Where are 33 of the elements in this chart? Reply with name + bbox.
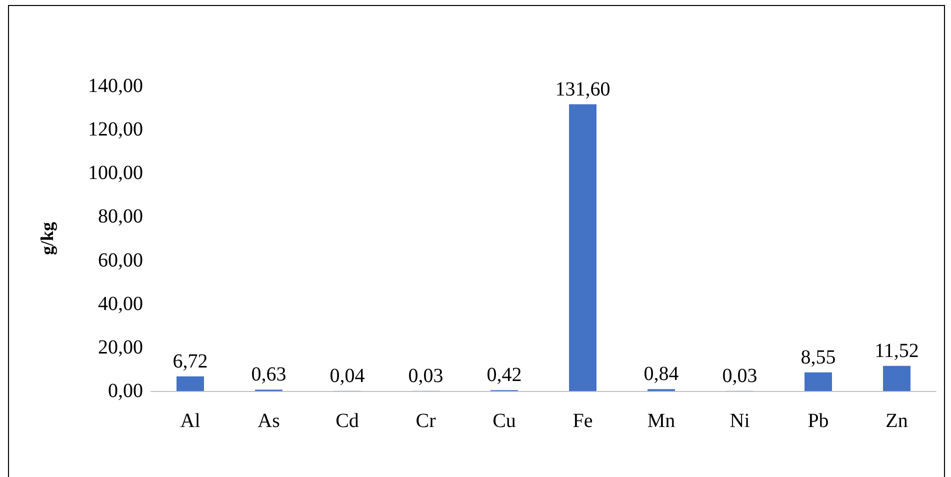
y-axis-title: g/kg — [37, 222, 57, 256]
bar — [804, 372, 832, 391]
y-tick-label: 40,00 — [98, 292, 143, 315]
data-label: 131,60 — [555, 78, 610, 100]
x-tick-label: Cd — [336, 410, 359, 432]
data-label: 11,52 — [874, 340, 919, 362]
bar — [569, 104, 596, 391]
y-tick-label: 20,00 — [98, 336, 143, 358]
x-tick-label: Mn — [647, 410, 676, 432]
y-tick-label: 60,00 — [98, 249, 143, 272]
y-tick-label: 0,00 — [108, 380, 143, 402]
y-tick-label: 80,00 — [98, 206, 143, 228]
x-tick-label: As — [258, 410, 280, 432]
y-tick-label: 120,00 — [88, 118, 143, 141]
bar — [883, 366, 910, 391]
x-tick-label: Cr — [416, 410, 436, 432]
x-tick-label: Pb — [808, 410, 829, 432]
data-label: 0,04 — [330, 364, 365, 387]
x-tick-label: Zn — [886, 410, 908, 432]
data-label: 8,55 — [800, 346, 836, 368]
y-tick-label: 100,00 — [88, 162, 143, 184]
x-tick-label: Fe — [572, 410, 593, 432]
x-tick-label: Ni — [730, 410, 750, 432]
bar — [176, 376, 204, 391]
x-tick-label: Al — [180, 410, 201, 432]
x-tick-label: Cu — [492, 410, 516, 432]
y-tick-label: 140,00 — [88, 75, 143, 97]
data-label: 0,84 — [644, 363, 679, 386]
data-label: 0,63 — [251, 364, 286, 386]
data-label: 0,03 — [408, 364, 444, 387]
data-label: 0,42 — [486, 364, 522, 386]
data-label: 6,72 — [172, 350, 208, 372]
data-label: 0,03 — [722, 364, 758, 387]
